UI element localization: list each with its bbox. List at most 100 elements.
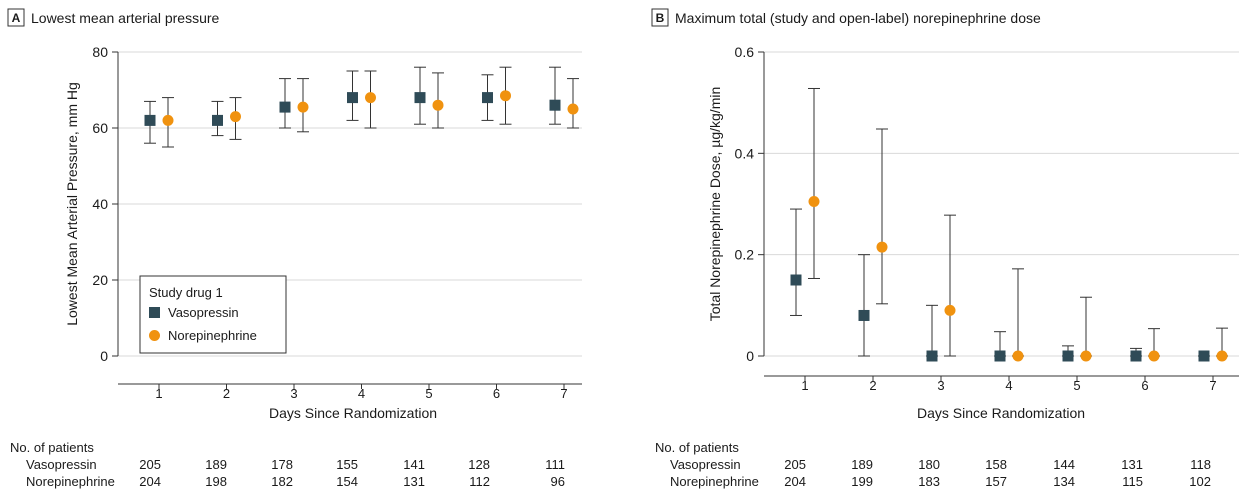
patient-count: 198	[205, 474, 227, 489]
x-tick-label: 1	[801, 378, 808, 393]
panel-a-data-marks	[144, 66, 579, 148]
y-tick-label: 20	[92, 272, 108, 288]
norepinephrine-point	[297, 101, 309, 113]
panel-b-x-axis-label: Days Since Randomization	[917, 405, 1085, 421]
norepinephrine-errorbar	[1012, 268, 1024, 357]
patients-a-counts: 205 189 178 155 141 128 111 204 198 182 154 131 112 9…	[139, 457, 565, 489]
norepinephrine-errorbar	[876, 128, 888, 305]
patient-count: 199	[851, 474, 873, 489]
panel-b-data-marks	[790, 87, 1228, 362]
norepinephrine-point	[1080, 350, 1092, 362]
patient-count: 205	[139, 457, 161, 472]
patient-count: 102	[1189, 474, 1211, 489]
norepinephrine-errorbar	[567, 78, 579, 129]
norepinephrine-point	[500, 90, 511, 102]
y-tick-label: 0	[100, 348, 108, 364]
x-tick-label: 5	[1073, 378, 1080, 393]
panel-b-gridlines	[764, 51, 1239, 357]
legend-vasopressin-label: Vasopressin	[168, 305, 239, 320]
patient-count: 204	[139, 474, 161, 489]
patients-a-vasopressin-label: Vasopressin	[26, 457, 97, 472]
patient-count: 118	[1190, 457, 1211, 472]
patient-count: 154	[336, 474, 358, 489]
vasopressin-point	[926, 350, 938, 362]
norepinephrine-point	[230, 111, 241, 123]
x-tick-label: 1	[155, 386, 162, 401]
vasopressin-errorbar	[926, 304, 938, 357]
patients-b-counts: 205 189 180 158 144 131 118 204 199 183 157 134 115 1…	[784, 457, 1211, 489]
vasopressin-errorbar	[549, 66, 561, 125]
vasopressin-point	[279, 101, 291, 113]
legend-box	[139, 275, 287, 354]
norepinephrine-point	[365, 92, 376, 104]
patient-count: 178	[271, 457, 293, 472]
panel-a-patient-table: No. of patients Vasopressin Norepinephri…	[10, 440, 565, 489]
panel-a-y-axis-label: Lowest Mean Arterial Pressure, mm Hg	[64, 82, 80, 326]
norepinephrine-errorbar	[944, 214, 956, 357]
x-tick-label: 2	[869, 378, 876, 393]
patient-count: 158	[985, 457, 1007, 472]
patient-count: 180	[918, 457, 940, 472]
patient-count: 134	[1053, 474, 1075, 489]
x-tick-label: 4	[358, 386, 365, 401]
panel-a-letter-box	[7, 8, 25, 27]
panel-b-title: Maximum total (study and open-label) nor…	[675, 10, 1041, 26]
panel-a-title: Lowest mean arterial pressure	[31, 10, 220, 26]
patient-count: 157	[985, 474, 1007, 489]
patient-count: 111	[545, 457, 565, 472]
y-tick-label: 0.2	[735, 247, 755, 263]
x-tick-label: 6	[493, 386, 500, 401]
x-tick-label: 3	[937, 378, 944, 393]
patient-count: 204	[784, 474, 806, 489]
norepinephrine-point	[567, 103, 579, 115]
patients-a-title: No. of patients	[10, 440, 94, 455]
panel-b-patient-table: No. of patients Vasopressin Norepinephri…	[655, 440, 1211, 489]
panel-a-axis-ticks: 0 20 40 60 80 1 2 3 4 5 6 7	[92, 44, 567, 401]
patient-count: 131	[403, 474, 425, 489]
panel-b-letter-box	[651, 8, 669, 27]
legend-norepinephrine-label: Norepinephrine	[168, 328, 257, 343]
vasopressin-point	[549, 99, 561, 111]
patient-count: 155	[336, 457, 358, 472]
norepinephrine-errorbar	[1080, 296, 1092, 357]
patients-a-norepinephrine-label: Norepinephrine	[26, 474, 115, 489]
vasopressin-errorbar	[790, 208, 802, 316]
y-tick-label: 80	[92, 44, 108, 60]
x-tick-label: 7	[560, 386, 567, 401]
vasopressin-point	[1198, 350, 1210, 362]
vasopressin-point	[347, 92, 358, 104]
patient-count: 128	[468, 457, 490, 472]
norepinephrine-point	[876, 241, 888, 253]
panel-b-letter: B	[656, 11, 665, 25]
y-tick-label: 60	[92, 120, 108, 136]
x-tick-label: 6	[1141, 378, 1148, 393]
patient-count: 144	[1053, 457, 1075, 472]
patient-count: 183	[918, 474, 940, 489]
y-tick-label: 0.4	[735, 145, 755, 161]
vasopressin-point	[858, 309, 870, 321]
vasopressin-point	[482, 92, 493, 104]
x-tick-label: 7	[1209, 378, 1216, 393]
panel-b: B Maximum total (study and open-label) n…	[651, 8, 1239, 489]
panel-a-x-axis-label: Days Since Randomization	[269, 405, 437, 421]
norepinephrine-errorbar	[808, 87, 820, 279]
patient-count: 141	[403, 457, 425, 472]
norepinephrine-point	[808, 195, 820, 207]
patient-count: 205	[784, 457, 806, 472]
patients-b-title: No. of patients	[655, 440, 739, 455]
y-tick-label: 0.6	[735, 44, 755, 60]
y-tick-label: 0	[746, 348, 754, 364]
panel-a-legend: Study drug 1 Vasopressin Norepinephrine	[139, 275, 287, 354]
patient-count: 189	[851, 457, 873, 472]
norepinephrine-point	[944, 304, 956, 316]
legend-vasopressin-swatch	[149, 307, 160, 318]
panel-b-axis-ticks: 0 0.2 0.4 0.6 1 2 3 4 5 6 7	[735, 44, 1217, 393]
norepinephrine-point	[432, 99, 444, 111]
x-tick-label: 4	[1005, 378, 1012, 393]
vasopressin-point	[414, 92, 426, 104]
vasopressin-point	[994, 350, 1006, 362]
patients-b-norepinephrine-label: Norepinephrine	[670, 474, 759, 489]
patient-count: 182	[271, 474, 293, 489]
vasopressin-point	[790, 274, 802, 286]
